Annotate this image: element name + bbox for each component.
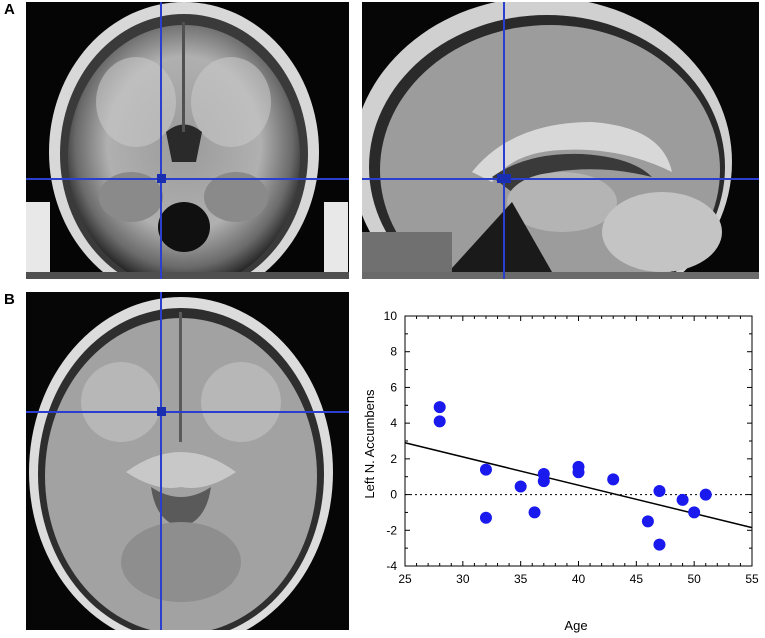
data-point [572,466,585,479]
data-point [676,493,689,506]
crosshair-horizontal [26,411,349,413]
x-axis-label: Age [564,618,587,633]
data-point [653,485,666,497]
crosshair-center [157,174,166,183]
y-tick-label: 8 [390,345,397,359]
crosshair-vertical [503,2,505,279]
x-tick-label: 30 [456,572,470,586]
y-tick-label: 6 [390,380,397,394]
crosshair-horizontal [26,178,349,180]
x-tick-label: 45 [630,572,644,586]
crosshair-vertical [160,292,162,630]
panel-label-a: A [4,1,15,18]
data-point [699,488,712,501]
data-point [433,415,446,428]
data-point [433,401,446,414]
plot-area [404,315,753,567]
data-point [641,515,654,528]
coronal-mri-image [26,2,349,279]
data-point [607,473,620,486]
crosshair-center [157,407,166,416]
scatter-chart: -4 -2 0 2 4 6 8 10 25 30 35 40 45 50 55 Age Left N. A… [362,309,759,633]
x-tick-label: 40 [572,572,586,586]
data-point [514,480,527,493]
panel-label-b: B [4,291,15,308]
data-point [537,475,550,488]
y-tick-label: 10 [384,309,398,323]
axial-mri-image [26,292,349,630]
y-tick-label: -4 [386,559,397,573]
x-tick-label: 25 [398,572,412,586]
crosshair-center [497,174,511,183]
crosshair-horizontal [362,178,759,180]
x-tick-label: 50 [687,572,701,586]
y-tick-label: -2 [386,523,397,537]
x-tick-label: 35 [514,572,528,586]
sagittal-mri-image [362,2,759,279]
y-tick-label: 2 [390,452,397,466]
data-point [479,463,492,476]
y-tick-label: 4 [390,416,397,430]
crosshair-vertical [160,2,162,279]
y-axis-label: Left N. Accumbens [362,389,377,499]
data-point [688,506,701,519]
x-tick-label: 55 [745,572,759,586]
data-point [653,538,666,551]
data-point [479,511,492,524]
data-point [528,506,541,519]
y-tick-label: 0 [390,488,397,502]
